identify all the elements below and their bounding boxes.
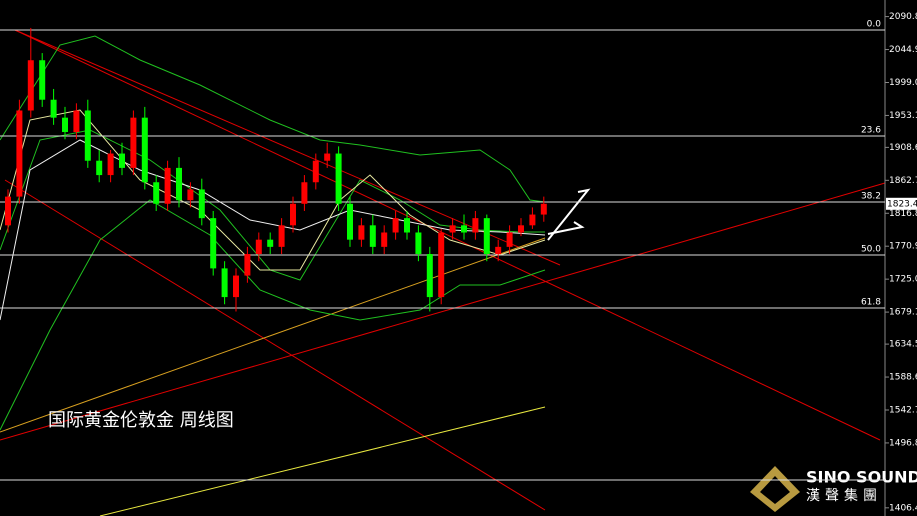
candle-body xyxy=(221,268,228,298)
fib-label: 61.8 xyxy=(861,298,881,308)
candle-body xyxy=(119,153,125,168)
candle-body xyxy=(84,110,91,161)
candle-body xyxy=(369,225,376,247)
candle-body xyxy=(404,218,410,233)
y-tick-label: 1953.1 xyxy=(889,111,917,121)
candle-body xyxy=(233,275,239,298)
candle-body xyxy=(426,254,433,298)
y-tick-label: 1725.0 xyxy=(889,275,917,285)
y-tick-label: 1634.5 xyxy=(889,340,917,350)
candle-body xyxy=(449,225,456,233)
candle-body xyxy=(506,232,513,247)
chart-title: 国际黄金伦敦金 周线图 xyxy=(48,410,234,431)
candle-body xyxy=(5,196,11,226)
candle-body xyxy=(16,110,23,197)
candle-body xyxy=(358,225,365,240)
brand: SINO SOUND xyxy=(806,468,917,487)
candle-body xyxy=(324,153,331,161)
candle-body xyxy=(198,189,205,219)
candle-body xyxy=(164,167,171,204)
candle-body xyxy=(301,182,308,204)
candle-body xyxy=(176,167,182,201)
candle-body xyxy=(415,232,422,255)
candle-body xyxy=(107,153,114,176)
candle-body xyxy=(278,225,285,247)
candle-body xyxy=(290,203,296,226)
candle-body xyxy=(540,203,547,215)
candle-body xyxy=(27,60,34,111)
fib-label: 23.6 xyxy=(861,126,881,136)
y-tick-label: 1679.1 xyxy=(889,308,917,318)
candle-body xyxy=(529,214,536,226)
candle-body xyxy=(267,239,274,247)
y-tick-label: 1542.7 xyxy=(889,405,917,415)
y-tick-label: 2044.9 xyxy=(889,45,917,55)
candle-body xyxy=(153,182,160,204)
candle-body xyxy=(187,189,194,201)
candle-body xyxy=(96,160,103,176)
candle-body xyxy=(472,218,479,233)
candle-body xyxy=(141,117,148,183)
candle-body xyxy=(461,225,467,233)
brand-cn: 漢聲集團 xyxy=(806,487,882,504)
fib-label: 0.0 xyxy=(867,20,882,30)
candle-body xyxy=(347,203,353,240)
last-price-label: 1823.4 xyxy=(887,199,917,209)
candle-body xyxy=(438,232,445,298)
candle-body xyxy=(130,117,137,168)
price-tag xyxy=(886,197,917,210)
candle-body xyxy=(312,160,319,183)
candle-body xyxy=(73,110,80,133)
candle-body xyxy=(244,254,251,276)
candle-body xyxy=(483,218,490,255)
candle-body xyxy=(62,117,68,133)
candle-body xyxy=(495,246,502,255)
candle-body xyxy=(39,60,46,100)
y-tick-label: 1999.0 xyxy=(889,78,917,88)
y-tick-label: 2090.8 xyxy=(889,12,917,22)
candle-body xyxy=(392,218,399,233)
y-tick-label: 1908.6 xyxy=(889,143,917,153)
fib-label: 50.0 xyxy=(861,245,881,255)
y-tick-label: 1588.6 xyxy=(889,373,917,383)
candle-body xyxy=(50,99,57,118)
candle-body xyxy=(381,232,388,247)
y-tick-label: 1862.7 xyxy=(889,176,917,186)
y-tick-label: 1496.8 xyxy=(889,438,917,448)
y-tick-label: 1406.4 xyxy=(889,503,917,513)
candle-body xyxy=(518,225,524,233)
y-tick-label: 1816.8 xyxy=(889,209,917,219)
fib-label: 38.2 xyxy=(861,192,881,202)
candle-body xyxy=(255,239,262,255)
candle-body xyxy=(210,218,217,269)
candle-body xyxy=(335,153,342,204)
y-tick-label: 1770.9 xyxy=(889,242,917,252)
